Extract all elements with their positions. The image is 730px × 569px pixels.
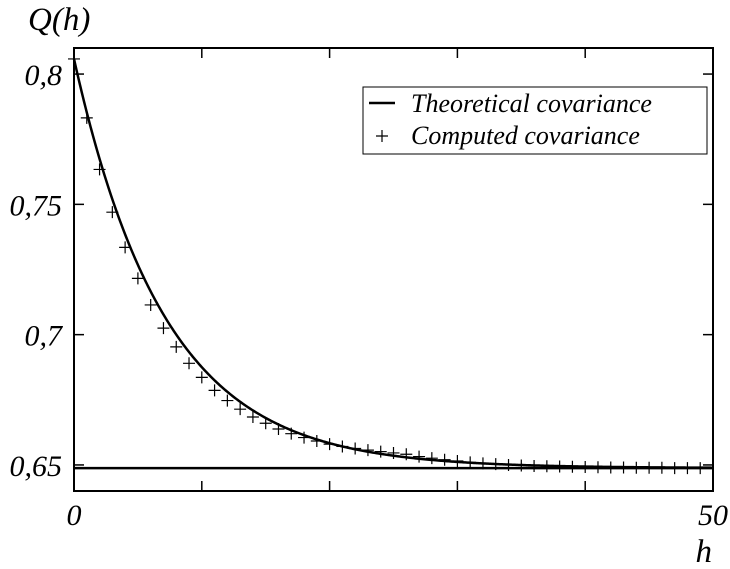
computed-covariance-point xyxy=(476,457,489,470)
computed-covariance-point xyxy=(515,459,528,472)
computed-covariance-point xyxy=(298,431,311,444)
computed-covariance-point xyxy=(387,446,400,459)
legend-box xyxy=(362,86,708,155)
computed-covariance-point xyxy=(438,453,451,466)
y-tick-label: 0,75 xyxy=(10,189,63,222)
legend: Theoretical covariance Computed covarian… xyxy=(362,86,708,155)
computed-covariance-point xyxy=(579,461,592,474)
computed-covariance-point xyxy=(528,459,541,472)
legend-plus-swatch xyxy=(376,130,388,142)
computed-covariance-point xyxy=(643,461,656,474)
plot-frame xyxy=(73,47,714,492)
tick-labels: 0,65 0,7 0,75 0,8 0 50 xyxy=(10,59,729,532)
computed-covariance-point xyxy=(374,445,387,458)
computed-covariance-point xyxy=(502,458,515,471)
computed-covariance-point xyxy=(361,444,374,457)
computed-covariance-point xyxy=(591,461,604,474)
series-layer xyxy=(68,52,714,475)
computed-covariance-point xyxy=(246,410,259,423)
computed-covariance-point xyxy=(144,298,157,311)
y-tick-label: 0,8 xyxy=(25,59,63,92)
computed-covariance-point xyxy=(259,417,272,430)
computed-covariance-point xyxy=(285,427,298,440)
computed-covariance-point xyxy=(119,241,132,254)
computed-covariance-point xyxy=(553,460,566,473)
legend-label-theoretical: Theoretical covariance xyxy=(411,89,652,118)
computed-covariance-point xyxy=(681,462,694,475)
computed-covariance-point xyxy=(170,340,183,353)
computed-covariance-point xyxy=(464,456,477,469)
computed-covariance-point xyxy=(183,357,196,370)
computed-covariance-point xyxy=(157,322,170,335)
computed-covariance-point xyxy=(80,111,93,124)
computed-covariance-point xyxy=(566,460,579,473)
computed-covariance-point xyxy=(323,438,336,451)
computed-covariance-point xyxy=(617,461,630,474)
computed-covariance-point xyxy=(195,371,208,384)
x-tick-label: 50 xyxy=(698,499,728,532)
computed-covariance-point xyxy=(694,462,707,475)
computed-covariance-point xyxy=(425,452,438,465)
computed-covariance-point xyxy=(221,394,234,407)
computed-covariance-point xyxy=(400,448,413,461)
computed-covariance-point xyxy=(451,455,464,468)
computed-covariance-point xyxy=(336,440,349,453)
computed-covariance-point xyxy=(630,461,643,474)
computed-covariance-point xyxy=(668,462,681,475)
computed-covariance-point xyxy=(68,52,80,65)
computed-covariance-point xyxy=(208,384,221,397)
x-tick-label: 0 xyxy=(67,499,82,532)
computed-covariance-point xyxy=(106,206,119,219)
computed-covariance-point xyxy=(655,461,668,474)
y-tick-label: 0,7 xyxy=(25,320,65,353)
x-axis-label: h xyxy=(696,534,713,569)
y-tick-label: 0,65 xyxy=(10,450,63,483)
legend-label-computed: Computed covariance xyxy=(411,121,640,150)
computed-covariance-point xyxy=(272,422,285,435)
y-axis-label: Q(h) xyxy=(28,2,90,38)
computed-covariance-point xyxy=(234,403,247,416)
computed-covariance-point xyxy=(540,460,553,473)
computed-covariance-point xyxy=(489,458,502,471)
computed-covariance-point xyxy=(131,272,144,285)
computed-covariance-point xyxy=(93,163,106,176)
computed-covariance-point xyxy=(604,461,617,474)
computed-covariance-point xyxy=(310,434,323,447)
computed-covariance-point xyxy=(413,450,426,463)
computed-covariance-point xyxy=(349,442,362,455)
